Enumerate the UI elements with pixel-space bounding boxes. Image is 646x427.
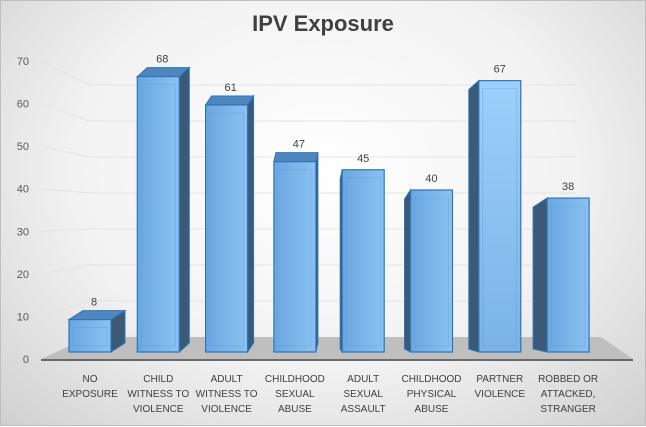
x-category-label: WITNESS TO xyxy=(196,389,258,400)
x-category-label: CHILD xyxy=(143,374,173,385)
x-category-label: ABUSE xyxy=(415,404,449,415)
bar-side xyxy=(404,188,411,353)
x-category-label: ASSAULT xyxy=(341,404,386,415)
bar-inner-edge xyxy=(345,177,381,347)
x-category-label: CHILDHOOD xyxy=(265,374,325,385)
data-label: 8 xyxy=(91,297,97,309)
x-category-label: NO xyxy=(83,374,98,385)
bar xyxy=(546,197,590,353)
x-category-label: VIOLENCE xyxy=(133,404,184,415)
y-tick-label: 60 xyxy=(17,99,29,111)
x-category-label: ADULT xyxy=(347,374,379,385)
bar-group xyxy=(404,188,454,353)
bar-inner-edge xyxy=(209,112,244,347)
x-category-label: STRANGER xyxy=(540,404,596,415)
bar-inner-edge xyxy=(482,88,518,347)
bar-top xyxy=(273,152,319,163)
bar-top xyxy=(204,95,255,106)
y-tick-label: 40 xyxy=(17,184,29,196)
bar-group xyxy=(468,79,522,353)
bar-inner-edge xyxy=(414,197,449,347)
bar-group xyxy=(135,66,191,354)
bar-group xyxy=(67,309,127,353)
bar-inner-edge xyxy=(141,84,176,347)
x-category-label: PARTNER xyxy=(476,374,523,385)
bar-group xyxy=(273,152,319,353)
data-label: 68 xyxy=(156,54,168,66)
y-tick-label: 20 xyxy=(17,269,29,281)
x-category-label: ABUSE xyxy=(278,404,312,415)
x-category-label: CHILDHOOD xyxy=(401,374,461,385)
x-category-label: EXPOSURE xyxy=(62,389,118,400)
data-label: 67 xyxy=(494,64,506,76)
bar-side xyxy=(468,79,480,353)
bar-inner-edge xyxy=(72,327,108,347)
data-label: 38 xyxy=(562,181,574,193)
chart-title: IPV Exposure xyxy=(252,11,394,36)
bar-top xyxy=(135,67,191,78)
bar xyxy=(136,75,180,353)
bar xyxy=(478,80,522,353)
bar-side xyxy=(247,94,255,354)
y-tick-label: 0 xyxy=(23,354,29,366)
x-category-label: ATTACKED, xyxy=(541,389,596,400)
x-category-label: ADULT xyxy=(211,374,243,385)
x-category-label: PHYSICAL xyxy=(407,389,457,400)
bar xyxy=(68,319,112,353)
bar xyxy=(409,189,454,353)
bar xyxy=(205,104,249,353)
data-label: 61 xyxy=(224,82,236,94)
y-tick-label: 10 xyxy=(17,311,29,323)
data-label: 40 xyxy=(425,173,437,185)
data-label: 47 xyxy=(293,139,305,151)
x-category-label: ROBBED OR xyxy=(538,374,598,385)
x-category-label: SEXUAL xyxy=(343,389,383,400)
y-tick-label: 50 xyxy=(17,141,29,153)
data-label: 45 xyxy=(357,153,369,165)
bar-inner-edge xyxy=(550,205,586,347)
y-tick-label: 70 xyxy=(17,56,29,68)
bar-side xyxy=(532,197,548,353)
x-category-label: VIOLENCE xyxy=(201,404,252,415)
gridline xyxy=(40,60,576,86)
bar xyxy=(273,161,317,353)
y-tick-label: 30 xyxy=(17,226,29,238)
bar-group xyxy=(339,169,385,354)
bar-side xyxy=(178,66,190,354)
x-category-label: SEXUAL xyxy=(275,389,315,400)
gridline xyxy=(40,145,576,158)
gridline xyxy=(40,103,576,122)
bar-group xyxy=(204,94,255,354)
bar xyxy=(341,169,385,353)
x-category-label: WITNESS TO xyxy=(127,389,189,400)
bar-inner-edge xyxy=(277,169,313,347)
bar-group xyxy=(532,197,590,353)
x-category-label: VIOLENCE xyxy=(475,389,526,400)
